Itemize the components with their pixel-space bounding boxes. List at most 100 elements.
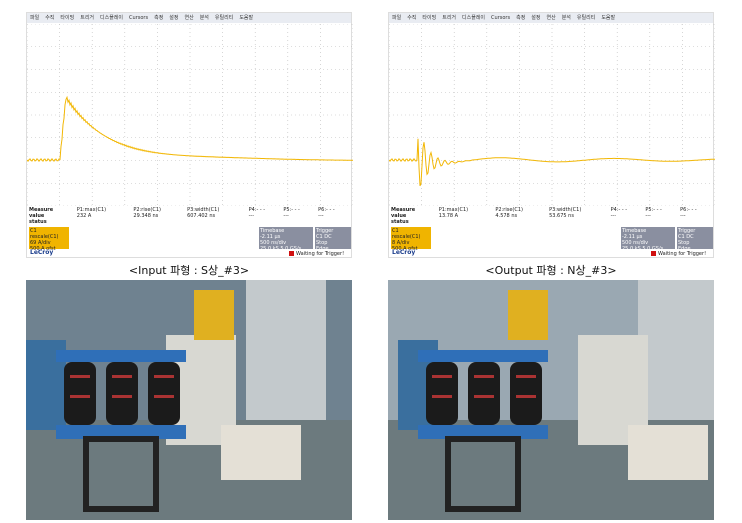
row: status [389, 219, 713, 225]
cell: P3:width(C1) [187, 207, 220, 213]
cell: --- [680, 213, 686, 219]
row: status [27, 219, 351, 225]
info-text: C1 DC [678, 234, 694, 240]
base [56, 425, 186, 439]
info-text: 25.0 kS 5.0 GS/s [622, 246, 664, 252]
menu-item: Cursors [129, 15, 149, 21]
channel-box: C1 rescale(C1) 69 A/div 500 A ofst [29, 227, 69, 252]
menu-item: 파일 [30, 15, 40, 21]
row: Measure P1:max(C1) P2:rise(C1) P3:width(C1)… [27, 207, 351, 213]
cell: P6:- - - [318, 207, 335, 213]
menu-item: 타이밍 [422, 15, 437, 21]
cell: status [391, 219, 409, 225]
info-text: 500 A ofst [392, 246, 418, 252]
cable [474, 375, 494, 378]
cell: --- [248, 213, 255, 219]
info-text: Edge [316, 246, 329, 252]
cable [70, 395, 90, 398]
cable [70, 375, 90, 378]
menu-item: 유틸리티 [576, 15, 596, 21]
info-text: 8 A/div [392, 240, 410, 246]
menu-item: 유틸리티 [214, 15, 234, 21]
measure-table: Measure P1:max(C1) P2:rise(C1) P3:width(C1)… [27, 207, 351, 225]
trigger-box: Trigger C1 DC Stop Edge [677, 227, 713, 252]
top-frame [56, 350, 186, 362]
base [418, 425, 548, 439]
menu-item: 타이밍 [60, 15, 75, 21]
info-text: 69 A/div [30, 240, 51, 246]
menu-item: 연산 [184, 15, 194, 21]
menu-item: 측정 [516, 15, 526, 21]
cell: 29.348 ns [133, 213, 159, 219]
cell: P4:- - - [610, 207, 628, 213]
menu-bar: 파일 수직 타이밍 트리거 디스플레이 Cursors 측정 설정 연산 분석 유틸리티 도움말 [389, 13, 713, 23]
info-text: 500 ns/div [260, 240, 287, 246]
row: value 232 A 29.348 ns 607.402 ns --- --- --- [27, 213, 351, 219]
cell: P5:- - - [645, 207, 662, 213]
channel-box: C1 rescale(C1) 8 A/div 500 A ofst [391, 227, 431, 252]
coil [106, 362, 138, 425]
info-text: Timebase [260, 228, 285, 234]
menu-bar: 파일 수직 타이밍 트리거 디스플레이 Cursors 측정 설정 연산 분석 유틸리티 도움말 [27, 13, 351, 23]
panel: 파일 수직 타이밍 트리거 디스플레이 Cursors 측정 설정 연산 분석 유틸리티 도움말 Mea… [388, 12, 715, 520]
menu-item: 수직 [407, 15, 417, 21]
timebase-box: Timebase -2.11 µs 500 ns/div 25.0 kS 5.0 GS… [259, 227, 313, 252]
cell: Measure [29, 207, 54, 213]
brand: LeCroy [30, 249, 54, 256]
status-message: Waiting for Trigger! [651, 251, 706, 257]
cable [474, 395, 494, 398]
menu-item: 수직 [45, 15, 55, 21]
cell: P2:rise(C1) [133, 207, 162, 213]
menu-item: 설정 [531, 15, 541, 21]
cell: 607.402 ns [187, 213, 216, 219]
info-text: C1 DC [316, 234, 332, 240]
coil [64, 362, 96, 425]
cell: P2:rise(C1) [495, 207, 524, 213]
info-text: -2.11 µs [622, 234, 643, 240]
info-text: rescale(C1) [392, 234, 421, 240]
cable [112, 375, 132, 378]
cell: P6:- - - [680, 207, 697, 213]
cell: --- [283, 213, 289, 219]
caption: <Output 파형 : N상_#3> [485, 264, 617, 277]
table: Measure P1:max(C1) P2:rise(C1) P3:width(C1)… [27, 207, 351, 225]
menu-item: 파일 [392, 15, 402, 21]
menu-item: 연산 [546, 15, 556, 21]
info-text: Stop [678, 240, 690, 246]
stand [445, 436, 521, 512]
table: Measure P1:max(C1) P2:rise(C1) P3:width(C1)… [389, 207, 713, 225]
cable [154, 395, 174, 398]
info-text: rescale(C1) [30, 234, 59, 240]
info-text: C1 [30, 228, 37, 234]
cell: value [391, 213, 407, 219]
info-text: Trigger [678, 228, 696, 234]
top-frame [418, 350, 548, 362]
menu-item: 도움말 [239, 15, 254, 21]
menu-item: Cursors [491, 15, 511, 21]
cable [112, 395, 132, 398]
menu-item: 트리거 [80, 15, 95, 21]
status-message: Waiting for Trigger! [289, 251, 344, 257]
photo [26, 280, 352, 520]
cable [432, 395, 452, 398]
box [221, 425, 301, 480]
cable [432, 375, 452, 378]
waveform [389, 138, 715, 187]
stand [83, 436, 159, 512]
oscilloscope-screen: 파일 수직 타이밍 트리거 디스플레이 Cursors 측정 설정 연산 분석 유틸리티 도움말 Mea… [26, 12, 353, 258]
info-text: 500 ns/div [622, 240, 649, 246]
panel: 파일 수직 타이밍 트리거 디스플레이 Cursors 측정 설정 연산 분석 유틸리티 도움말 Mea… [26, 12, 353, 520]
oscilloscope-screen: 파일 수직 타이밍 트리거 디스플레이 Cursors 측정 설정 연산 분석 유틸리티 도움말 Mea… [388, 12, 715, 258]
cell: Measure [391, 207, 416, 213]
menu-item: 설정 [169, 15, 179, 21]
info-text: Trigger [316, 228, 334, 234]
coil [510, 362, 542, 425]
measure-table: Measure P1:max(C1) P2:rise(C1) P3:width(C1)… [389, 207, 713, 225]
cell: --- [645, 213, 651, 219]
yellow-rack [194, 290, 234, 340]
waveform-grid [27, 24, 353, 206]
box [628, 425, 708, 480]
menu-item: 트리거 [442, 15, 457, 21]
cell: 232 A [76, 213, 92, 219]
